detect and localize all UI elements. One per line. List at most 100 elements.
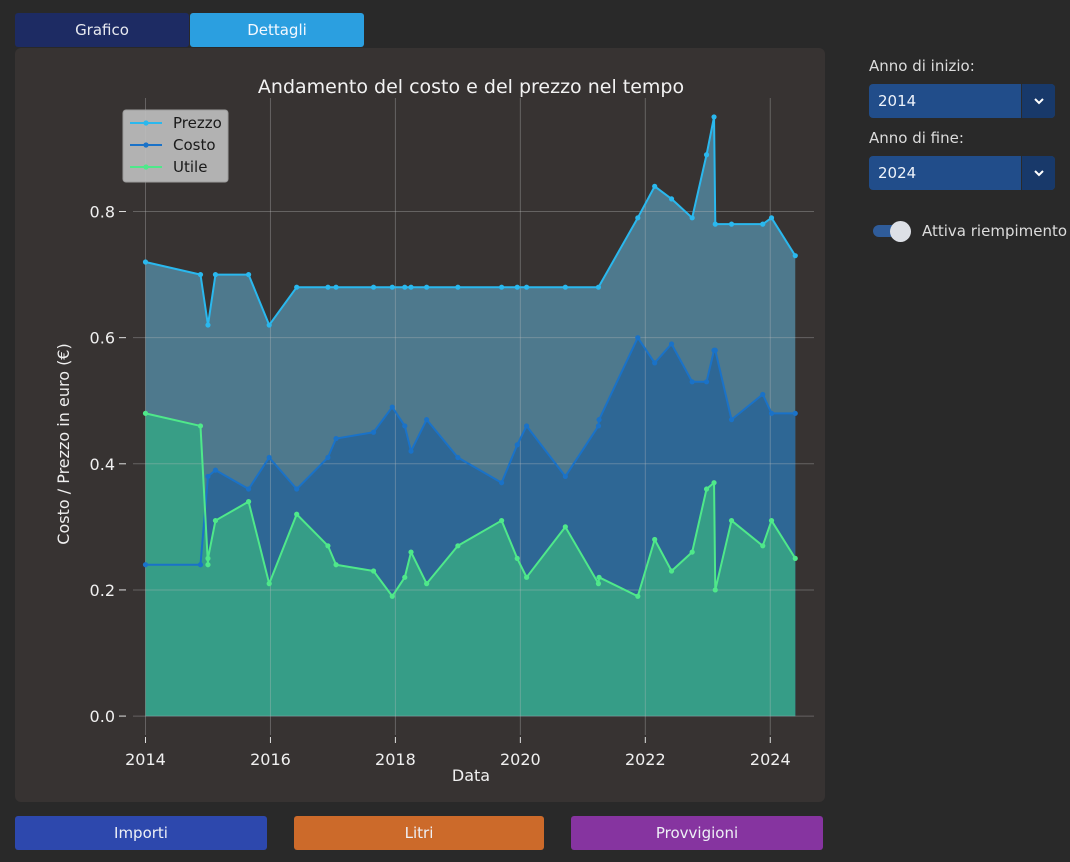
data-point-costo	[689, 379, 695, 385]
data-point-costo	[245, 486, 252, 492]
data-point-costo	[499, 480, 505, 486]
start-year-value: 2014	[878, 92, 917, 110]
importi-button[interactable]: Importi	[15, 816, 267, 850]
data-point-costo	[595, 423, 602, 429]
x-tick-label: 2016	[250, 750, 291, 769]
legend-label: Costo	[173, 136, 216, 154]
data-point-utile	[760, 543, 766, 549]
data-point-prezzo	[408, 284, 414, 290]
data-point-utile	[212, 517, 219, 524]
data-point-costo	[635, 335, 641, 341]
tab-dettagli[interactable]: Dettagli	[190, 13, 364, 47]
data-point-utile	[711, 480, 717, 486]
data-point-costo	[562, 473, 568, 480]
data-point-prezzo	[768, 215, 775, 221]
x-tick-label: 2020	[500, 750, 541, 769]
data-point-utile	[499, 517, 505, 524]
data-point-utile	[197, 423, 204, 429]
data-point-costo	[205, 473, 211, 480]
y-tick-label: 0.4	[90, 455, 115, 474]
data-point-costo	[294, 486, 300, 492]
legend-box	[122, 109, 229, 183]
data-point-costo	[728, 417, 735, 423]
data-point-utile	[524, 574, 530, 580]
data-point-utile	[595, 581, 602, 587]
data-point-costo	[792, 410, 798, 416]
data-point-prezzo	[703, 152, 710, 158]
data-point-utile	[333, 562, 339, 568]
data-point-utile	[205, 555, 211, 562]
data-point-costo	[408, 448, 414, 454]
data-point-prezzo	[402, 284, 408, 290]
data-point-utile	[455, 543, 461, 549]
data-point-costo	[212, 467, 219, 473]
legend-marker	[143, 120, 149, 126]
data-point-costo	[370, 429, 377, 435]
data-point-costo	[524, 423, 530, 429]
data-point-costo	[703, 379, 710, 385]
data-point-prezzo	[389, 284, 395, 290]
data-point-costo	[596, 417, 602, 423]
data-point-prezzo	[712, 221, 718, 227]
data-point-costo	[197, 562, 204, 568]
data-point-prezzo	[266, 322, 272, 328]
data-point-prezzo	[562, 284, 568, 290]
data-point-prezzo	[212, 271, 219, 278]
data-point-utile	[712, 587, 718, 593]
data-point-utile	[389, 593, 395, 599]
tab-grafico[interactable]: Grafico	[15, 13, 189, 47]
data-point-prezzo	[711, 114, 717, 120]
data-point-costo	[142, 562, 149, 568]
legend: Prezzo Costo Utile	[122, 109, 229, 183]
toggle-knob[interactable]	[890, 221, 911, 242]
y-axis-label: Costo / Prezzo in euro (€)	[54, 343, 73, 544]
y-tick-label: 0.0	[90, 707, 115, 726]
data-point-utile	[689, 549, 695, 555]
data-point-prezzo	[333, 284, 339, 290]
data-point-prezzo	[595, 284, 602, 290]
data-point-utile	[652, 536, 658, 543]
data-point-utile	[596, 574, 602, 580]
data-point-prezzo	[524, 284, 530, 290]
x-axis-label: Data	[452, 766, 490, 785]
data-point-prezzo	[728, 221, 735, 227]
data-point-utile	[703, 486, 710, 492]
data-point-prezzo	[514, 284, 520, 290]
fill-toggle-switch[interactable]	[873, 221, 913, 242]
data-point-prezzo	[689, 215, 695, 221]
data-point-prezzo	[294, 284, 300, 290]
data-point-costo	[712, 347, 718, 353]
data-point-utile	[768, 517, 775, 524]
start-year-select[interactable]: 2014	[869, 84, 1055, 118]
y-tick-label: 0.8	[90, 203, 115, 222]
chevron-down-icon[interactable]	[1021, 156, 1055, 190]
data-point-costo	[514, 442, 520, 448]
chevron-down-icon[interactable]	[1021, 84, 1055, 118]
fill-toggle-label: Attiva riempimento	[922, 222, 1068, 240]
provvigioni-button[interactable]: Provvigioni	[571, 816, 823, 850]
data-point-costo	[668, 341, 675, 347]
end-year-select[interactable]: 2024	[869, 156, 1055, 190]
data-point-costo	[402, 423, 408, 429]
x-tick-label: 2018	[375, 750, 416, 769]
data-point-prezzo	[142, 259, 149, 265]
end-year-label: Anno di fine:	[869, 129, 964, 147]
data-point-utile	[266, 581, 272, 587]
data-point-costo	[333, 435, 339, 442]
data-point-prezzo	[652, 183, 658, 189]
legend-marker	[143, 142, 149, 148]
x-tick-label: 2024	[750, 750, 791, 769]
area-fill-utile	[145, 413, 796, 717]
data-point-prezzo	[760, 221, 766, 227]
x-tick-label: 2022	[625, 750, 666, 769]
data-point-prezzo	[499, 284, 505, 290]
data-point-costo	[652, 360, 658, 366]
data-point-utile	[205, 562, 211, 568]
data-point-costo	[424, 417, 430, 423]
data-point-utile	[245, 499, 252, 505]
data-point-costo	[266, 454, 272, 461]
litri-button[interactable]: Litri	[294, 816, 544, 850]
data-point-utile	[562, 524, 568, 530]
data-point-utile	[792, 555, 798, 562]
x-tick-label: 2014	[125, 750, 166, 769]
